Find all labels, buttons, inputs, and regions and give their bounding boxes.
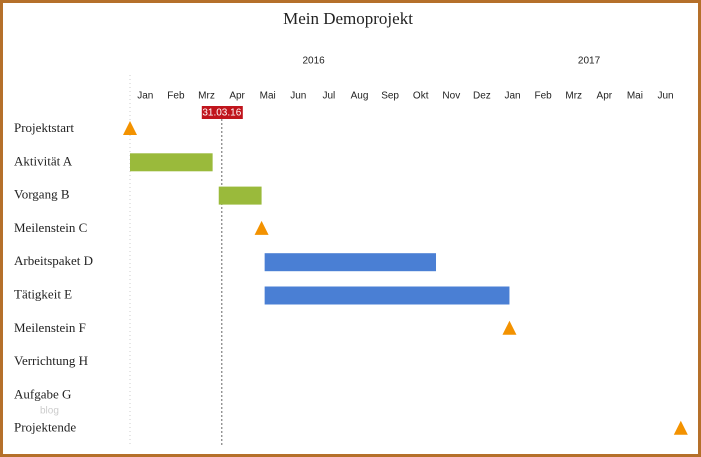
row-label: Projektende <box>14 420 76 435</box>
row-label: Projektstart <box>14 120 74 135</box>
month-label: Jan <box>137 91 153 102</box>
milestone <box>673 420 688 435</box>
month-label: Feb <box>534 91 552 102</box>
month-label: Apr <box>597 91 613 102</box>
row-label: Verrichtung H <box>14 353 88 368</box>
milestone <box>123 121 137 135</box>
month-label: Jul <box>323 91 336 102</box>
task-bar <box>264 286 510 305</box>
month-label: Nov <box>442 91 460 102</box>
milestone <box>502 320 517 335</box>
today-badge <box>201 106 243 119</box>
milestone <box>254 220 269 235</box>
year-label: 2017 <box>578 56 601 67</box>
task-bar <box>218 186 262 205</box>
row-label: Tätigkeit E <box>14 286 72 301</box>
task-bar <box>264 253 437 272</box>
year-label: 2016 <box>302 56 325 67</box>
month-label: Aug <box>351 91 369 102</box>
month-label: Mrz <box>565 91 582 102</box>
watermark: blog <box>40 406 59 417</box>
today-label: 31.03.16 <box>202 108 241 119</box>
row-label: Vorgang B <box>14 187 70 202</box>
month-label: Jan <box>504 91 520 102</box>
month-label: Mai <box>260 91 276 102</box>
month-label: Mrz <box>198 91 215 102</box>
row-label: Arbeitspaket D <box>14 253 93 268</box>
month-label: Okt <box>413 91 429 102</box>
task-bar <box>130 153 213 172</box>
month-label: Apr <box>229 91 245 102</box>
month-label: Sep <box>381 91 399 102</box>
month-label: Jun <box>657 91 673 102</box>
row-label: Aktivität A <box>14 153 73 168</box>
month-label: Jun <box>290 91 306 102</box>
month-label: Mai <box>627 91 643 102</box>
row-label: Meilenstein F <box>14 320 86 335</box>
month-label: Dez <box>473 91 491 102</box>
row-label: Meilenstein C <box>14 220 87 235</box>
row-label: Aufgabe G <box>14 386 71 401</box>
chart-title: Mein Demoprojekt <box>283 9 413 28</box>
month-label: Feb <box>167 91 185 102</box>
